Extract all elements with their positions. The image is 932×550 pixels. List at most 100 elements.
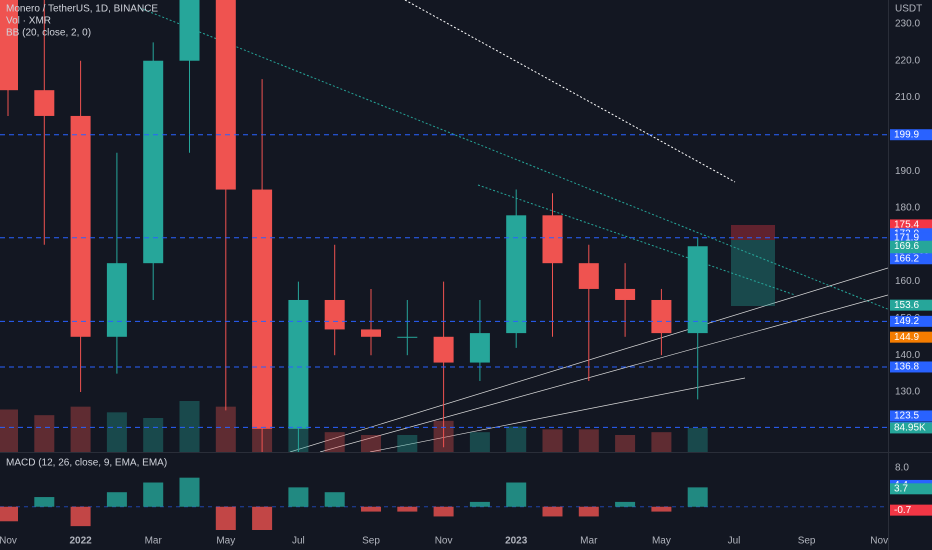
price-tag	[890, 410, 932, 422]
macd-histogram	[215, 506, 236, 530]
trendline	[139, 7, 888, 310]
price-tag	[890, 299, 932, 311]
macd-tick-label: 8.0	[895, 463, 909, 474]
candle-body	[615, 288, 636, 300]
candle-body	[578, 263, 599, 289]
channel-line	[369, 377, 746, 452]
price-tag	[890, 361, 932, 373]
macd-histogram	[651, 506, 672, 512]
volume-bar	[506, 426, 527, 452]
candle-body	[252, 189, 273, 429]
candle-body	[324, 299, 345, 330]
macd-pane	[0, 477, 888, 530]
candle-body	[506, 215, 527, 334]
volume-bar	[143, 418, 164, 452]
macd-histogram	[361, 506, 381, 512]
candle-body	[215, 0, 236, 190]
candle-body	[397, 336, 418, 338]
macd-histogram	[433, 506, 454, 517]
price-tag	[890, 253, 932, 265]
x-tick-label: Sep	[798, 536, 816, 547]
macd-tag	[890, 504, 932, 516]
candle-body	[0, 0, 18, 91]
macd-histogram	[252, 506, 273, 530]
stop-zone	[731, 225, 775, 240]
macd-histogram	[34, 497, 55, 507]
volume-legend: Vol · XMR	[6, 16, 51, 27]
volume-bar	[324, 432, 345, 452]
macd-histogram	[615, 501, 636, 507]
macd-tag-label: 3.7	[894, 483, 908, 494]
y-tick-label: 190.0	[895, 166, 920, 177]
x-tick-label: Nov	[870, 536, 888, 547]
price-tag-label: 153.6	[894, 300, 919, 311]
price-tag-label: 166.2	[894, 253, 919, 264]
volume-bar	[179, 401, 200, 452]
price-tag-label: 171.9	[894, 232, 919, 243]
y-tick-label: 130.0	[895, 387, 920, 398]
x-tick-label: May	[652, 536, 671, 547]
price-tag	[890, 315, 932, 327]
volume-bar	[687, 427, 708, 452]
x-tick-label: Mar	[580, 536, 598, 547]
x-tick-label: Jul	[728, 536, 741, 547]
candle-body	[687, 246, 708, 334]
candle-body	[34, 90, 55, 116]
x-tick-label: Nov	[435, 536, 453, 547]
macd-histogram	[687, 487, 708, 507]
volume-bar	[542, 429, 563, 452]
candle-body	[469, 333, 490, 363]
target-zone	[731, 240, 775, 306]
macd-histogram	[143, 482, 164, 507]
volume-bar	[397, 435, 418, 452]
y-tick-label: 210.0	[895, 92, 920, 103]
macd-histogram	[179, 477, 200, 507]
macd-histogram	[506, 482, 527, 507]
price-tag	[890, 129, 932, 141]
macd-histogram	[0, 506, 18, 522]
price-tag-label: 175.4	[894, 220, 919, 231]
volume-tag-label: 84.95K	[894, 423, 926, 434]
price-tag-label: 169.6	[894, 241, 919, 252]
y-tick-label: 230.0	[895, 19, 920, 30]
price-tag-label: 123.5	[894, 411, 919, 422]
macd-histogram	[578, 506, 599, 517]
volume-bar	[615, 435, 636, 452]
x-tick-label: 2022	[69, 536, 92, 547]
macd-histogram	[469, 501, 490, 507]
macd-histogram	[288, 487, 309, 507]
candle-body	[651, 299, 672, 334]
currency: USDT	[895, 4, 922, 15]
price-tag-label: 149.2	[894, 316, 919, 327]
y-tick-label: 140.0	[895, 350, 920, 361]
candle-body	[106, 263, 127, 337]
candle-body	[179, 0, 200, 61]
macd-tag	[890, 483, 932, 495]
price-tag-label: 144.9	[894, 332, 919, 343]
trendline	[404, 0, 736, 183]
candle-body	[288, 299, 309, 429]
volume-bar	[215, 406, 236, 452]
volume-bar	[361, 435, 381, 452]
price-pane	[0, 0, 888, 452]
volume-bar	[0, 409, 18, 452]
price-tag	[890, 219, 932, 231]
y-tick-label: 180.0	[895, 203, 920, 214]
macd-histogram	[106, 492, 127, 507]
volume-bar	[106, 412, 127, 452]
volume-bar	[651, 432, 672, 452]
macd-tag-label: -0.7	[894, 505, 912, 516]
volume-bar	[70, 406, 91, 452]
candle-body	[143, 60, 164, 264]
x-tick-label: Nov	[0, 536, 17, 547]
volume-bar	[34, 415, 55, 452]
macd-histogram	[397, 506, 418, 512]
price-tag-label: 136.8	[894, 362, 919, 373]
candle-body	[361, 329, 381, 337]
macd-histogram	[324, 492, 345, 507]
x-tick-label: May	[216, 536, 235, 547]
x-tick-label: Sep	[362, 536, 380, 547]
price-tag	[890, 232, 932, 244]
price-tag	[890, 331, 932, 343]
